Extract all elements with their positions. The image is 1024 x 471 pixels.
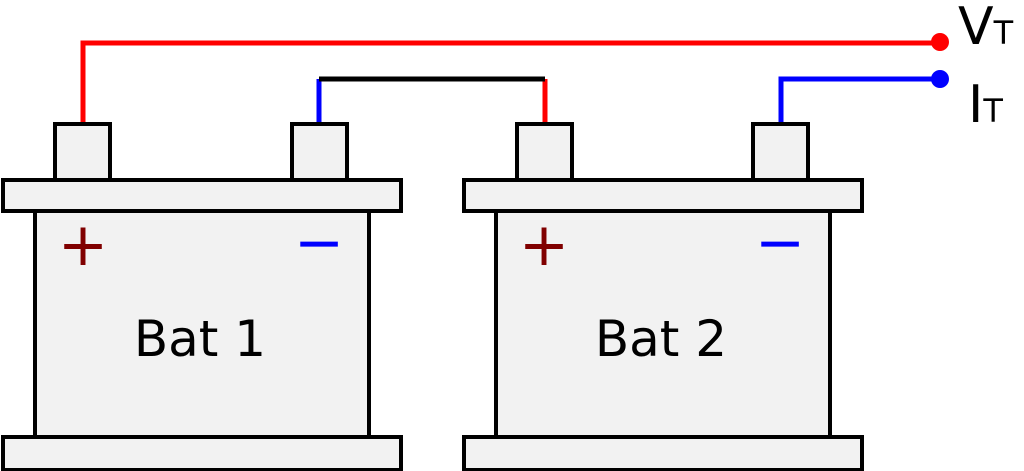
vt-label-sub: T [993,14,1014,52]
battery-1-base [1,435,403,471]
battery-1-neg-post [290,122,349,182]
battery-1: + − Bat 1 [1,122,403,471]
battery-2-label: Bat 2 [595,310,727,368]
battery-2-plus-sign: + [519,210,569,280]
vt-terminal-dot[interactable] [931,33,949,51]
battery-1-minus-sign: − [294,208,344,278]
positive-wire-vt [80,40,940,123]
battery-2-base [462,435,864,471]
battery-1-plus-sign: + [58,210,108,280]
it-label-sub: T [982,92,1003,130]
battery-1-label: Bat 1 [134,310,266,368]
terminal-labels: VT IT [958,0,1014,135]
negative-wire-it [778,76,940,123]
battery-1-body [33,209,371,439]
battery-1-pos-post [53,122,112,182]
wires [80,33,949,123]
battery-2-lid [462,178,864,213]
battery-2-body [494,209,832,439]
battery-1-lid [1,178,403,213]
battery-2-pos-post [515,122,574,182]
vt-label-main: V [958,0,994,57]
it-terminal-dot[interactable] [931,70,949,88]
battery-2-minus-sign: − [755,208,805,278]
battery-2: + − Bat 2 [462,122,864,471]
it-label: IT [968,75,1003,135]
battery-2-neg-post [751,122,810,182]
vt-label: VT [958,0,1014,57]
it-label-main: I [968,75,983,135]
